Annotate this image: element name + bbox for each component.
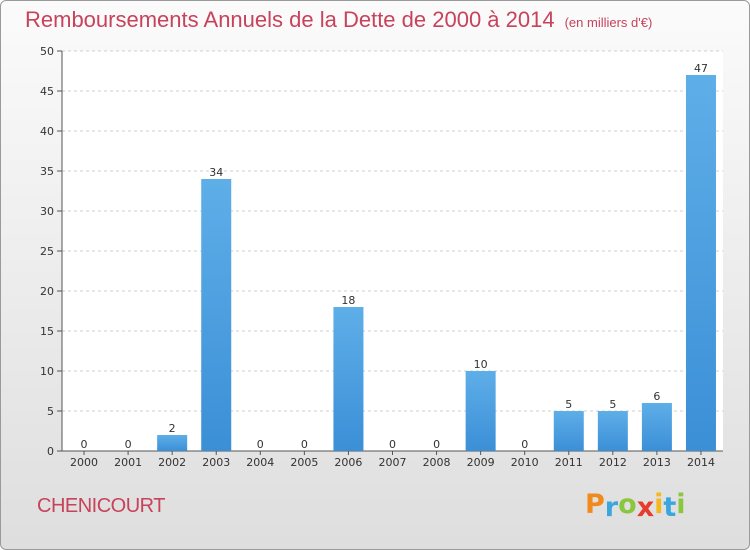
x-tick-label: 2007 xyxy=(379,456,407,469)
bar xyxy=(333,307,364,451)
x-tick-label: 2003 xyxy=(202,456,230,469)
x-tick-label: 2008 xyxy=(423,456,451,469)
x-tick-label: 2014 xyxy=(687,456,715,469)
x-tick-label: 2009 xyxy=(467,456,495,469)
bar-value-label: 2 xyxy=(169,422,176,435)
bar-value-label: 10 xyxy=(474,358,488,371)
bar-value-label: 0 xyxy=(521,438,528,451)
bar-value-label: 0 xyxy=(389,438,396,451)
y-tick-label: 25 xyxy=(40,245,54,258)
x-tick-label: 2013 xyxy=(643,456,671,469)
chart-title: Remboursements Annuels de la Dette de 20… xyxy=(25,7,652,33)
logo-letter: t xyxy=(663,492,677,523)
y-tick-label: 35 xyxy=(40,165,54,178)
x-tick-label: 2002 xyxy=(158,456,186,469)
x-tick-label: 2005 xyxy=(290,456,318,469)
bar xyxy=(685,75,716,451)
x-tick-label: 2004 xyxy=(246,456,274,469)
x-tick-label: 2000 xyxy=(70,456,98,469)
chart-unit-note: (en milliers d'€) xyxy=(564,15,653,30)
y-tick-label: 20 xyxy=(40,285,54,298)
bar-value-label: 5 xyxy=(565,398,572,411)
y-tick-label: 30 xyxy=(40,205,54,218)
logo-letter: x xyxy=(636,492,655,523)
bar-value-label: 0 xyxy=(81,438,88,451)
y-tick-label: 40 xyxy=(40,125,54,138)
y-tick-label: 50 xyxy=(40,45,54,58)
bar-value-label: 0 xyxy=(433,438,440,451)
bar-value-label: 0 xyxy=(301,438,308,451)
bar-value-label: 0 xyxy=(257,438,264,451)
x-tick-label: 2012 xyxy=(599,456,627,469)
bar-value-label: 6 xyxy=(653,390,660,403)
bar xyxy=(465,371,496,451)
y-tick-label: 15 xyxy=(40,325,54,338)
bar-value-label: 5 xyxy=(609,398,616,411)
y-tick-label: 10 xyxy=(40,365,54,378)
bar-value-label: 47 xyxy=(694,62,708,75)
y-tick-label: 45 xyxy=(40,85,54,98)
chart-title-text: Remboursements Annuels de la Dette de 20… xyxy=(25,7,555,32)
bar xyxy=(201,179,232,451)
logo-letter: r xyxy=(604,492,619,523)
x-tick-label: 2006 xyxy=(334,456,362,469)
bar-value-label: 0 xyxy=(125,438,132,451)
x-tick-label: 2010 xyxy=(511,456,539,469)
bar xyxy=(641,403,672,451)
bar-value-label: 34 xyxy=(209,166,223,179)
logo-letter: i xyxy=(654,489,664,520)
logo-letter: i xyxy=(676,489,686,520)
proxiti-logo: Proxiti xyxy=(585,489,686,523)
bar xyxy=(553,411,584,451)
logo-letter: P xyxy=(585,489,605,520)
y-tick-label: 5 xyxy=(47,405,54,418)
bar-value-label: 18 xyxy=(341,294,355,307)
x-tick-label: 2001 xyxy=(114,456,142,469)
x-tick-label: 2011 xyxy=(555,456,583,469)
bar xyxy=(157,435,188,451)
commune-name: CHENICOURT xyxy=(37,495,165,517)
logo-letter: o xyxy=(618,489,637,520)
y-tick-label: 0 xyxy=(47,445,54,458)
bar xyxy=(597,411,628,451)
